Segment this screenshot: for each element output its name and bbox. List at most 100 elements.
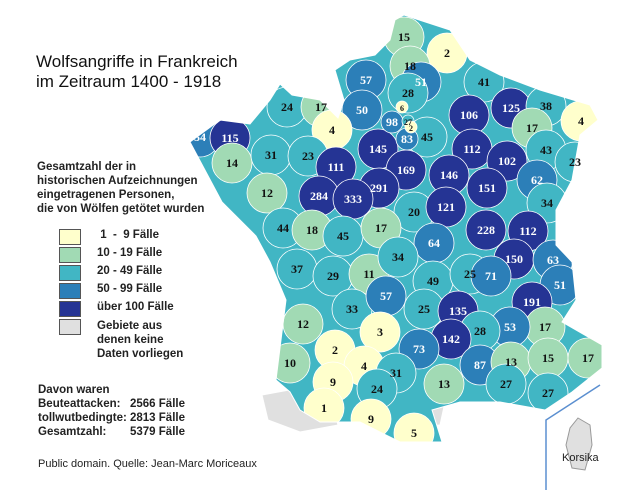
department-value: 2	[332, 343, 338, 357]
korsika-frame	[545, 384, 601, 490]
department-region	[359, 311, 401, 353]
department-value: 17	[539, 320, 551, 334]
department-value: 17	[582, 351, 594, 365]
department-value: 27	[542, 386, 554, 400]
department-value: 15	[542, 351, 554, 365]
department-value: 83	[401, 132, 413, 146]
department-value: 24	[281, 100, 293, 114]
department-value: 37	[291, 262, 303, 276]
legend-swatch	[59, 229, 81, 245]
department-value: 125	[502, 101, 520, 115]
stats-value: 5379 Fälle	[130, 426, 185, 438]
department-value: 12	[297, 317, 309, 331]
department-region	[404, 120, 418, 134]
department-value: 18	[306, 223, 318, 237]
legend-swatch	[59, 265, 81, 281]
department-value: 291	[370, 181, 388, 195]
map-title: Wolfsangriffe in Frankreich im Zeitraum …	[36, 52, 238, 92]
department-value: 115	[221, 131, 238, 145]
department-region	[470, 255, 512, 297]
legend-item: 10 - 19 Fälle	[59, 247, 183, 265]
department-value: 333	[344, 192, 362, 206]
department-value: 2	[444, 46, 450, 60]
stats-heading: Davon waren	[38, 384, 110, 396]
department-value: 4	[578, 114, 584, 128]
department-value: 50	[356, 103, 368, 117]
france-outline	[189, 14, 603, 443]
credit: Public domain. Quelle: Jean-Marc Moricea…	[38, 458, 257, 470]
legend-swatch	[59, 301, 81, 317]
department-value: 43	[540, 143, 552, 157]
department-value: 27	[404, 118, 412, 127]
legend-item: 20 - 49 Fälle	[59, 265, 183, 283]
department-value: 18	[404, 59, 416, 73]
korsika-area	[565, 417, 593, 471]
department-value: 31	[390, 366, 402, 380]
korsika-label: Korsika	[562, 452, 599, 464]
department-value: 121	[437, 200, 455, 214]
title-line: Wolfsangriffe in Frankreich	[36, 52, 238, 71]
department-value: 28	[474, 324, 486, 338]
stats-row: tollwutbedingte: 2813 Fälle	[38, 411, 185, 425]
legend-label-line: Daten vorliegen	[97, 348, 184, 360]
department-value: 98	[386, 115, 398, 129]
legend-label-line: Gebiete aus	[97, 320, 163, 332]
department-value: 1	[321, 401, 327, 415]
department-value: 49	[427, 274, 439, 288]
department-value: 191	[523, 295, 541, 309]
department-value: 63	[547, 253, 559, 267]
department-value: 14	[226, 156, 238, 170]
department-region	[341, 89, 383, 131]
stats-value: 2813 Fälle	[130, 412, 185, 424]
department-value: 23	[302, 149, 314, 163]
department-value: 57	[360, 73, 372, 87]
department-value: 145	[369, 142, 387, 156]
stats-label: Beuteattacken:	[38, 398, 121, 410]
department-region	[395, 100, 409, 114]
stats-label: Gesamtzahl:	[38, 426, 107, 438]
department-value: 25	[418, 302, 430, 316]
department-value: 112	[519, 224, 536, 238]
department-value: 20	[408, 205, 420, 219]
department-value: 284	[310, 189, 328, 203]
department-value: 13	[438, 377, 450, 391]
stats-row: Beuteattacken: 2566 Fälle	[38, 397, 185, 411]
department-value: 38	[540, 99, 552, 113]
department-value: 23	[569, 155, 581, 169]
stats-value: 2566 Fälle	[130, 398, 185, 410]
department-value: 17	[315, 100, 327, 114]
department-value: 151	[478, 181, 496, 195]
legend-heading-line: die von Wölfen getötet wurden	[37, 203, 205, 215]
legend-item: 1 - 9 Fälle	[59, 229, 183, 247]
department-value: 106	[460, 108, 478, 122]
department-value: 102	[498, 154, 516, 168]
legend-item: 50 - 99 Fälle	[59, 283, 183, 301]
department-region	[465, 209, 507, 251]
department-value: 4	[361, 359, 367, 373]
department-value: 34	[392, 250, 404, 264]
department-value: 10	[284, 356, 296, 370]
legend-heading-line: historischen Aufzeichnungen	[37, 175, 198, 187]
department-region	[377, 236, 419, 278]
department-region	[393, 412, 435, 442]
department-value: 51	[554, 278, 566, 292]
department-value: 112	[463, 142, 480, 156]
department-region	[567, 337, 602, 379]
department-value: 28	[402, 86, 414, 100]
legend-label: Gebiete aus denen keine Daten vorliegen	[97, 319, 183, 361]
title-line: im Zeitraum 1400 - 1918	[36, 72, 222, 91]
department-value: 62	[531, 173, 543, 187]
department-value: 150	[505, 252, 523, 266]
department-value: 51	[415, 75, 427, 89]
department-value: 2	[409, 124, 413, 133]
legend-label: 10 - 19 Fälle	[97, 247, 163, 259]
department-value: 6	[400, 104, 404, 113]
legend-item: über 100 Fälle	[59, 301, 183, 319]
legend-item: Gebiete aus denen keine Daten vorliegen	[59, 319, 183, 361]
department-value: 44	[277, 221, 289, 235]
department-value: 228	[477, 223, 495, 237]
department-value: 25	[464, 267, 476, 281]
department-value: 111	[328, 160, 345, 174]
department-value: 31	[265, 148, 277, 162]
department-value: 34	[541, 196, 553, 210]
